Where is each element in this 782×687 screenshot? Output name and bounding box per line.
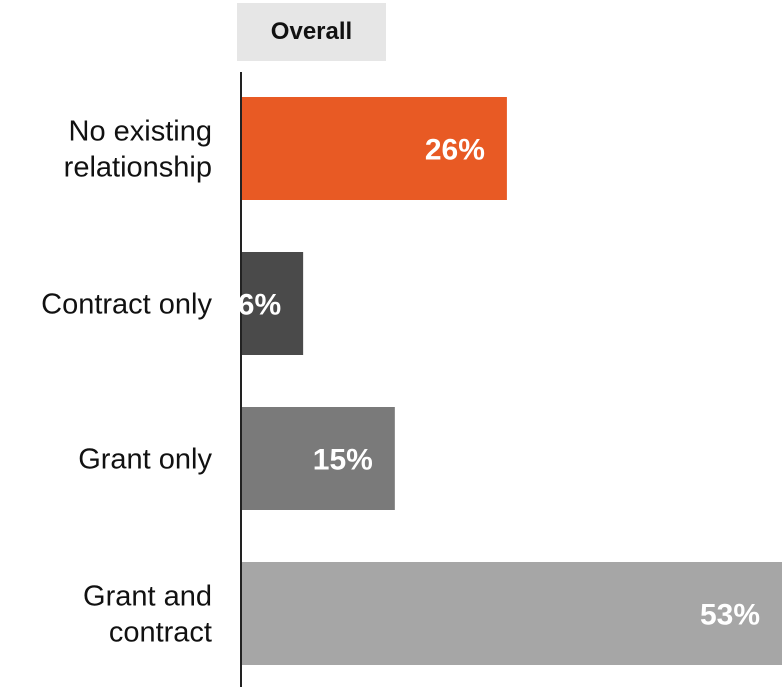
- category-label-no-existing-relationship: No existing relationship: [64, 116, 212, 184]
- value-label-grant-and-contract: 53%: [700, 599, 760, 632]
- bar-grant-and-contract: [242, 562, 782, 665]
- value-label-contract-only: 6%: [238, 289, 281, 322]
- category-label-grant-only: Grant only: [78, 444, 212, 476]
- value-label-grant-only: 15%: [313, 444, 373, 477]
- category-label-grant-and-contract: Grant and contract: [83, 581, 212, 649]
- category-label-contract-only: Contract only: [41, 289, 212, 321]
- value-label-no-existing-relationship: 26%: [425, 134, 485, 167]
- bar-no-existing-relationship: [242, 97, 507, 200]
- bar-grant-only: [242, 407, 395, 510]
- bar-contract-only: [242, 252, 304, 355]
- overall-tab[interactable]: Overall: [237, 3, 386, 61]
